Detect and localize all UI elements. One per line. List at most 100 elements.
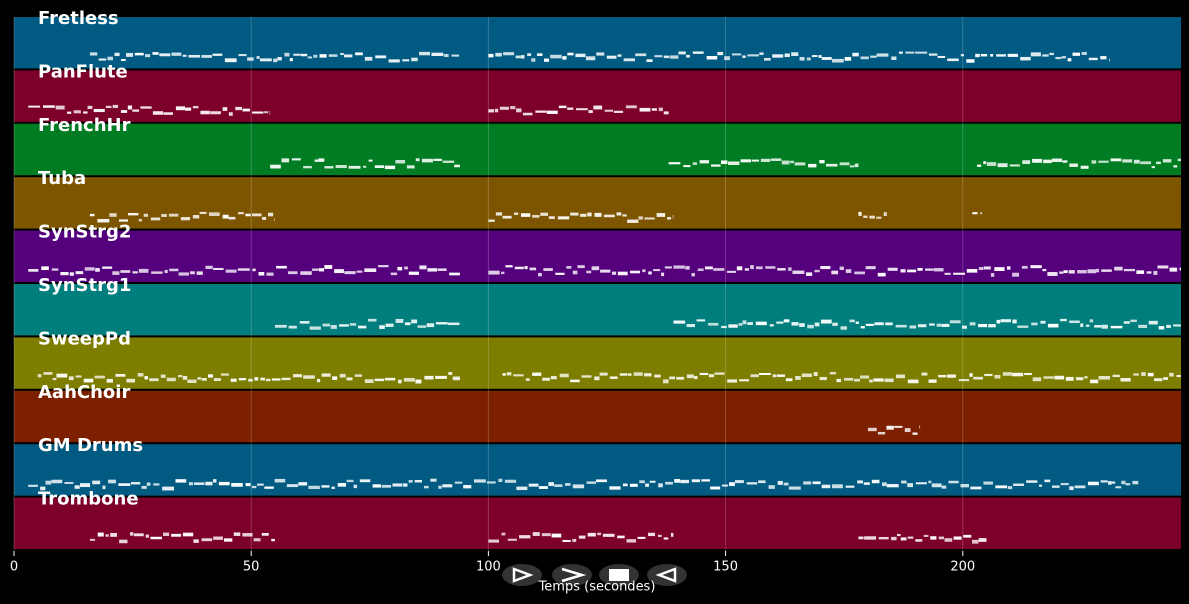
note [213,378,221,381]
note [960,54,964,57]
note [996,54,1006,57]
note [550,376,557,380]
track-band [14,177,1181,229]
note [708,374,715,378]
note [208,212,220,216]
note [597,532,602,536]
note [1173,324,1181,327]
note [1177,158,1181,162]
note [663,55,670,59]
note [633,372,643,376]
note [449,272,460,276]
note [923,534,929,537]
note [514,266,524,270]
note [915,51,928,54]
note [1040,320,1046,324]
note [1051,158,1063,163]
note [594,212,602,217]
note [564,483,571,486]
note [1049,52,1054,56]
note [543,58,550,62]
note [721,484,728,487]
note [894,425,903,428]
note [488,53,494,58]
note [821,484,831,489]
note [238,378,247,381]
note [883,212,887,217]
note [74,485,80,489]
note [919,425,921,429]
note [1032,377,1042,382]
note [898,51,903,54]
note [877,272,886,277]
play-button[interactable] [502,564,542,586]
note [886,484,899,488]
note [300,53,308,57]
note [876,216,882,219]
note [613,110,624,113]
note [374,378,385,382]
note [259,58,272,62]
note [223,538,233,542]
note [98,58,107,61]
note [126,378,136,383]
note [411,57,418,62]
note [73,110,81,114]
note [1061,56,1067,59]
note [1123,321,1130,324]
note [1062,160,1068,163]
note [106,378,113,383]
note [972,212,978,215]
note [1047,323,1059,328]
note [658,483,663,488]
note [395,318,404,323]
note [303,375,315,379]
track-band [14,70,1181,122]
note [1156,161,1161,165]
note [738,323,743,326]
note [885,322,893,326]
note [975,53,980,58]
note [860,56,869,60]
note [617,54,622,57]
note [251,213,262,217]
note [112,104,119,109]
note [89,538,96,541]
note [1141,372,1146,376]
note [1089,319,1094,323]
note [271,538,275,542]
note [120,270,131,273]
note [307,56,313,59]
note [1081,51,1087,55]
note [522,112,533,116]
note [570,379,580,383]
note [742,55,746,58]
note [417,325,427,328]
note [921,372,928,376]
note [680,479,690,484]
note [928,379,937,383]
note [286,484,299,488]
note [645,483,650,487]
note [1068,270,1075,274]
note [1069,486,1074,491]
note [586,481,596,484]
note [644,217,655,220]
note [230,378,237,382]
note [1121,480,1126,485]
note [1112,374,1120,378]
note [576,108,588,111]
note [132,271,138,274]
note [653,269,661,272]
note [814,269,820,273]
note [1051,485,1060,488]
note [56,373,68,378]
note [858,211,862,216]
note [503,52,515,56]
note [1147,372,1154,377]
back-button[interactable] [647,564,687,586]
note [210,111,221,115]
note [314,159,319,162]
note [685,266,690,270]
note [720,160,728,165]
